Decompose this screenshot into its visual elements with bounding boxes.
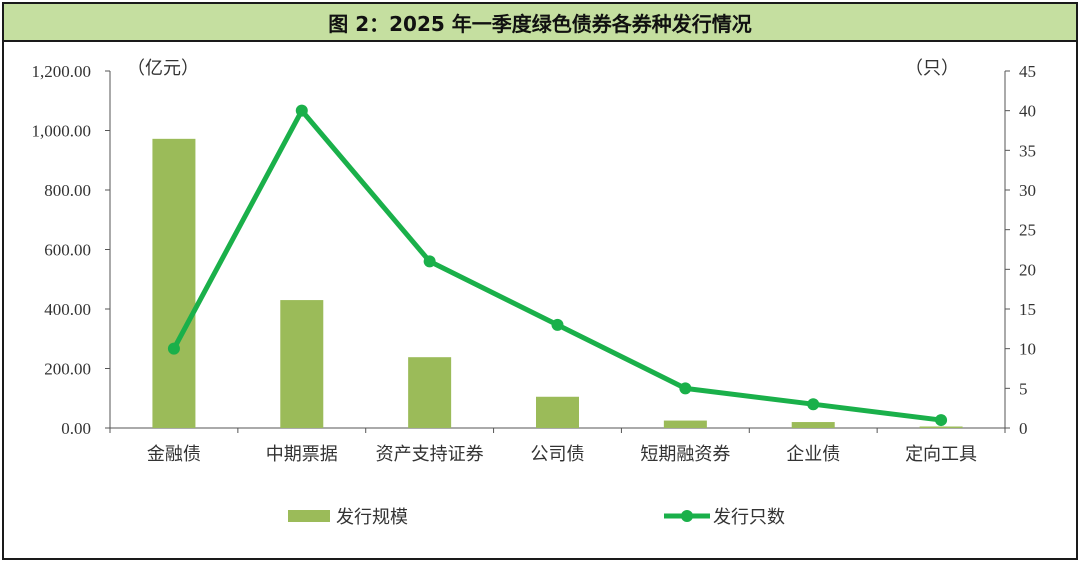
- category-label: 公司债: [531, 444, 585, 465]
- left-tick-label: 0.00: [61, 419, 91, 438]
- right-tick-label: 10: [1019, 340, 1036, 359]
- line-point: [679, 382, 692, 395]
- category-label: 短期融资券: [640, 444, 730, 465]
- category-label: 资产支持证券: [376, 444, 484, 465]
- line-point: [551, 318, 564, 331]
- bar-发行规模: [152, 138, 196, 428]
- legend-line-marker: [681, 510, 693, 522]
- bar-发行规模: [408, 357, 452, 428]
- bar-发行规模: [536, 396, 579, 428]
- bar-发行规模: [280, 300, 324, 428]
- category-label: 定向工具: [905, 444, 977, 465]
- right-tick-label: 45: [1019, 62, 1036, 81]
- line-point: [423, 255, 436, 268]
- bar-发行规模: [663, 420, 707, 428]
- legend-bar-swatch: [288, 510, 330, 522]
- right-tick-label: 25: [1019, 221, 1036, 240]
- left-axis-unit: （亿元）: [127, 58, 199, 79]
- left-tick-label: 400.00: [44, 300, 91, 319]
- right-tick-label: 40: [1019, 102, 1036, 121]
- bar-发行规模: [791, 422, 835, 428]
- legend-line-label: 发行只数: [713, 507, 785, 528]
- right-tick-label: 30: [1019, 181, 1036, 200]
- line-point: [807, 398, 820, 411]
- left-tick-label: 600.00: [44, 241, 91, 260]
- right-tick-label: 0: [1019, 419, 1028, 438]
- category-label: 企业债: [786, 444, 840, 465]
- right-tick-label: 35: [1019, 141, 1036, 160]
- category-label: 中期票据: [266, 444, 338, 465]
- right-tick-label: 15: [1019, 300, 1036, 319]
- category-label: 金融债: [147, 444, 201, 465]
- line-point: [167, 342, 180, 355]
- right-tick-label: 20: [1019, 260, 1036, 279]
- right-axis-unit: （只）: [905, 58, 959, 79]
- legend-bar-label: 发行规模: [336, 507, 408, 528]
- left-tick-label: 1,000.00: [32, 122, 92, 141]
- line-point: [295, 104, 308, 117]
- chart-title: 图 2：2025 年一季度绿色债券各券种发行情况: [4, 4, 1076, 42]
- left-tick-label: 1,200.00: [32, 62, 92, 81]
- left-tick-label: 800.00: [44, 181, 91, 200]
- bar-发行规模: [919, 426, 963, 428]
- line-point: [935, 414, 948, 427]
- left-tick-label: 200.00: [44, 360, 91, 379]
- right-tick-label: 5: [1019, 379, 1028, 398]
